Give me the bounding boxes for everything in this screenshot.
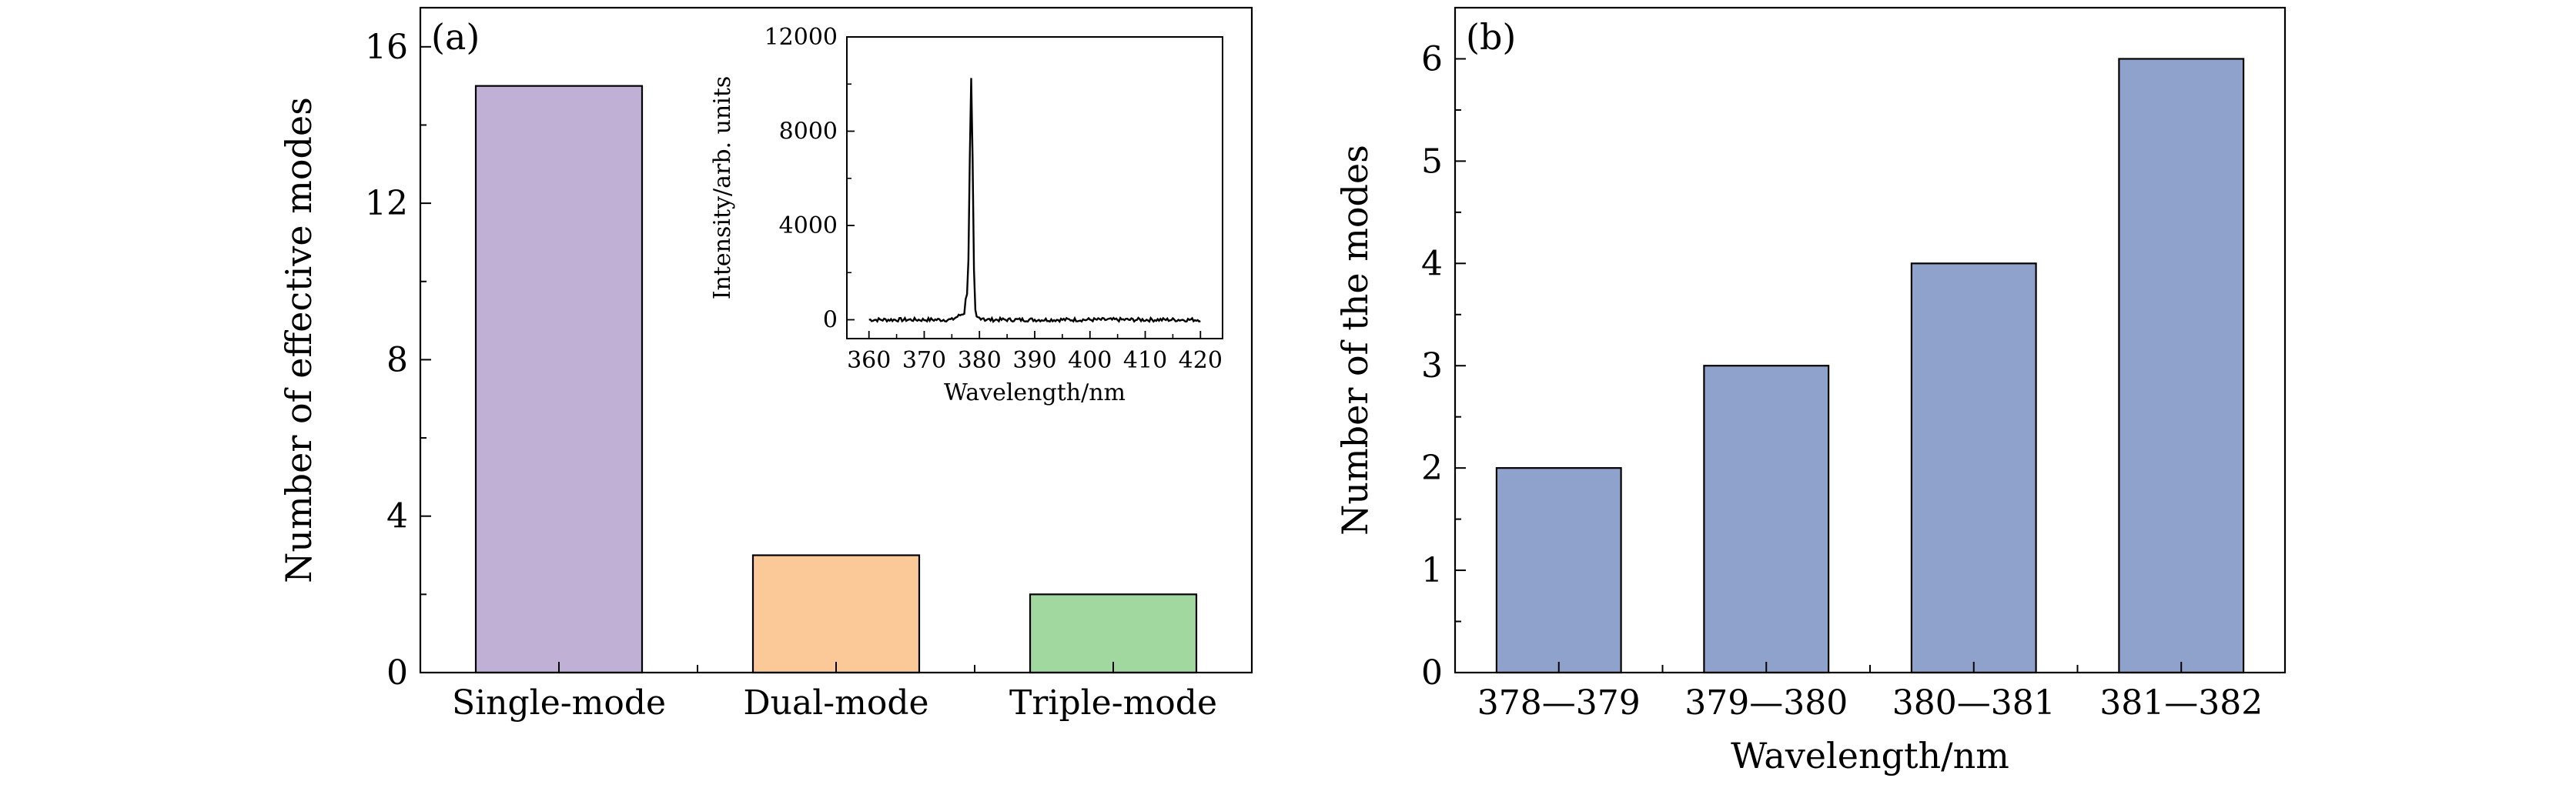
inset-frame — [846, 36, 1223, 339]
inset-y-tick-label: 12000 — [764, 24, 838, 51]
x-tick-label: Single-mode — [452, 683, 666, 723]
x-axis-label: Wavelength/nm — [1731, 735, 2009, 776]
inset-y-tick-label: 8000 — [779, 119, 838, 145]
y-tick-label: 4 — [1421, 244, 1443, 283]
y-tick-label: 4 — [386, 497, 408, 536]
x-tick-label: Dual-mode — [743, 683, 928, 723]
y-tick-label: 6 — [1421, 39, 1443, 78]
x-tick-label: 378—379 — [1477, 683, 1641, 723]
y-tick-label: 0 — [1421, 653, 1443, 693]
y-tick-label: 8 — [386, 340, 408, 379]
inset-spectrum: 360 370 380 390 400 410 420 0 4000 8000 12000 Wavel… — [709, 24, 1223, 406]
x-tick-label: Triple-mode — [1009, 683, 1217, 723]
y-tick-label: 12 — [365, 184, 408, 223]
inset-x-tick-label: 410 — [1123, 347, 1167, 374]
x-tick-label: 379—380 — [1684, 683, 1848, 723]
bar-3 — [1029, 593, 1198, 674]
y-tick-label: 3 — [1421, 346, 1443, 386]
inset-x-tick-label: 370 — [902, 347, 946, 374]
y-axis-label: Number of effective modes — [278, 97, 319, 583]
y-tick-label: 2 — [1421, 449, 1443, 488]
bar-1 — [1495, 467, 1622, 674]
inset-y-tick-label: 0 — [823, 307, 838, 334]
inset-y-axis-label: Intensity/arb. units — [709, 76, 736, 300]
inset-y-tick-label: 4000 — [779, 212, 838, 239]
bar-1 — [474, 85, 644, 674]
y-axis-label: Number of the modes — [1334, 145, 1376, 536]
inset-x-tick-label: 380 — [958, 347, 1002, 374]
y-tick-label: 5 — [1421, 142, 1443, 181]
y-tick-label: 0 — [386, 653, 408, 693]
y-tick-label: 1 — [1421, 551, 1443, 590]
bar-2 — [1703, 365, 1830, 674]
panel-a: 0 4 8 12 16 Single-mode Dual-mode Triple-mode Nu… — [278, 6, 1253, 723]
panel-tag: (a) — [431, 16, 480, 58]
x-tick-label: 381—382 — [2099, 683, 2263, 723]
inset-x-tick-label: 400 — [1068, 347, 1112, 374]
spectrum-line — [868, 78, 1201, 324]
inset-x-tick-label: 420 — [1179, 347, 1223, 374]
x-tick-label: 380—381 — [1892, 683, 2056, 723]
panel-tag: (b) — [1466, 16, 1516, 58]
y-tick-label: 16 — [365, 28, 408, 67]
inset-x-tick-label: 390 — [1012, 347, 1056, 374]
panel-b: 0 1 2 3 4 5 6 378—379 379—380 380—381 381—382 Numbe… — [1334, 6, 2287, 776]
inset-x-axis-label: Wavelength/nm — [944, 379, 1126, 406]
bar-4 — [2118, 58, 2245, 674]
inset-x-tick-label: 360 — [847, 347, 891, 374]
bar-3 — [1910, 262, 2037, 674]
bar-2 — [751, 554, 921, 674]
